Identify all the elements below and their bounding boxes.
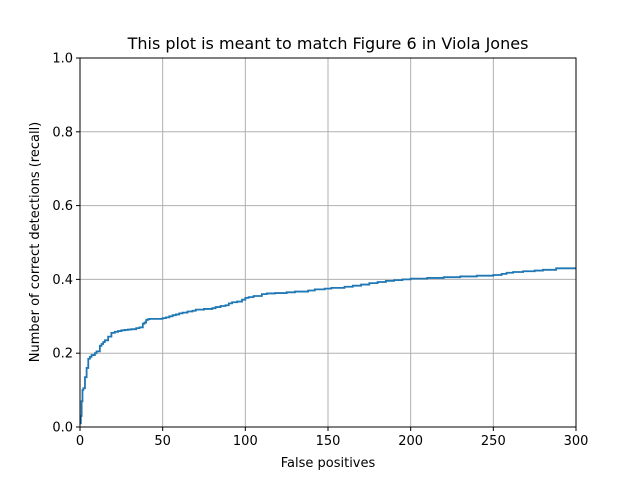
y-tick-label: 0.8: [52, 125, 73, 140]
y-tick-label: 0.0: [52, 421, 73, 436]
recall-step-line: [80, 267, 576, 425]
x-tick-label: 50: [154, 434, 171, 449]
y-axis-label: Number of correct detections (recall): [28, 122, 43, 363]
x-tick-label: 0: [76, 434, 84, 449]
x-tick-label: 300: [564, 434, 589, 449]
chart-title: This plot is meant to match Figure 6 in …: [127, 34, 529, 53]
y-tick-label: 0.2: [52, 347, 73, 362]
x-tick-label: 250: [481, 434, 506, 449]
x-tick-label: 150: [316, 434, 341, 449]
y-tick-label: 0.4: [52, 273, 73, 288]
x-axis-label: False positives: [281, 456, 376, 471]
x-tick-label: 200: [398, 434, 423, 449]
series-layer: [80, 267, 576, 425]
x-axis-ticks: 0 50 100 150 200 250 300: [76, 427, 589, 449]
y-tick-label: 0.6: [52, 199, 73, 214]
y-tick-label: 1.0: [52, 52, 73, 67]
x-tick-label: 100: [233, 434, 258, 449]
y-axis-ticks: 0.0 0.2 0.4 0.6 0.8 1.0: [52, 52, 80, 436]
